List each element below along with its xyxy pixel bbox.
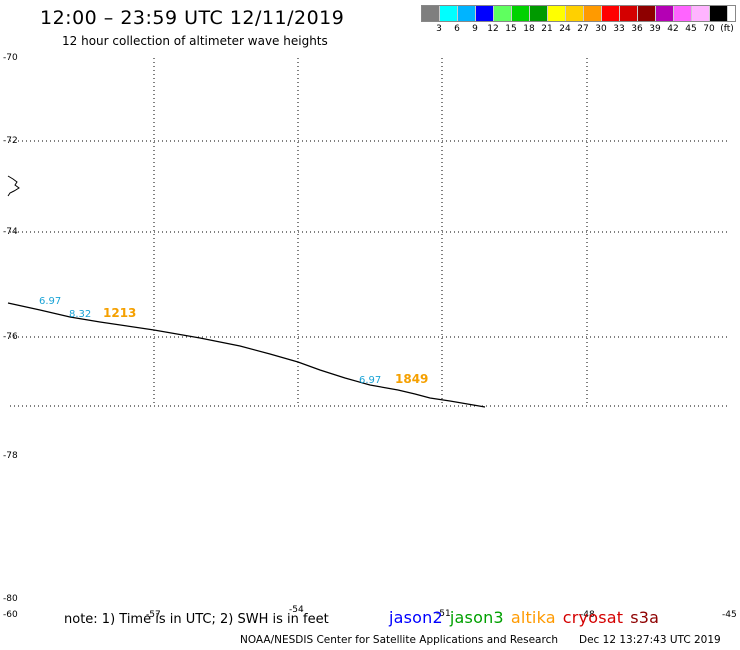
- page-subtitle: 12 hour collection of altimeter wave hei…: [62, 34, 328, 48]
- footer-note: note: 1) Time is in UTC; 2) SWH is in fe…: [64, 612, 329, 627]
- lon-label: -51: [436, 609, 451, 619]
- wave-height-color-scale: 3 6 9 12 15 18 21 24 27 30 33 36 39 42 45 70 (ft): [421, 5, 736, 37]
- scale-label: 18: [523, 24, 535, 34]
- scale-swatch: [674, 6, 692, 21]
- scale-swatch: [566, 6, 584, 21]
- page-title: 12:00 – 23:59 UTC 12/11/2019: [40, 7, 345, 29]
- scale-label: 15: [505, 24, 517, 34]
- scale-label: 6: [454, 24, 460, 34]
- graticule: [10, 58, 730, 407]
- satellite-ground-track: [7, 302, 486, 408]
- scale-swatch: [638, 6, 656, 21]
- lat-label: -80: [3, 594, 18, 604]
- scale-label: 27: [577, 24, 589, 34]
- scale-swatch: [656, 6, 674, 21]
- scale-label: 30: [595, 24, 607, 34]
- lon-label: -45: [722, 610, 737, 620]
- pass-time-label: 1849: [395, 372, 428, 386]
- scale-label: 36: [631, 24, 643, 34]
- coastline: [7, 175, 20, 197]
- lon-label: -60: [3, 610, 18, 620]
- scale-swatch: [512, 6, 530, 21]
- timestamp: Dec 12 13:27:43 UTC 2019: [579, 634, 721, 646]
- scale-label: (ft): [720, 24, 734, 34]
- satellite-legend: jason2 jason3 altika cryosat s3a: [389, 608, 666, 627]
- scale-swatch: [440, 6, 458, 21]
- lat-label: -78: [3, 451, 18, 461]
- scale-label: 42: [667, 24, 679, 34]
- scale-label: 12: [487, 24, 499, 34]
- pass-time-label: 1213: [103, 306, 136, 320]
- scale-swatch: [602, 6, 620, 21]
- lat-label: -76: [3, 332, 18, 342]
- scale-label: 70: [703, 24, 715, 34]
- credit-line: NOAA/NESDIS Center for Satellite Applica…: [240, 634, 558, 646]
- scale-label: 39: [649, 24, 661, 34]
- wave-height-label: 6.97: [359, 375, 381, 386]
- satellite-s3a: s3a: [630, 608, 660, 627]
- scale-swatch: [494, 6, 512, 21]
- scale-labels: 3 6 9 12 15 18 21 24 27 30 33 36 39 42 45 70 (ft): [421, 24, 736, 34]
- scale-swatch: [692, 6, 710, 21]
- scale-swatch: [584, 6, 602, 21]
- satellite-jason3: jason3: [449, 608, 504, 627]
- scale-swatch: [710, 6, 728, 21]
- wave-height-label: 6.97: [39, 296, 61, 307]
- satellite-altika: altika: [510, 608, 556, 627]
- satellite-cryosat: cryosat: [562, 608, 624, 627]
- scale-swatch: [476, 6, 494, 21]
- scale-label: 3: [436, 24, 442, 34]
- wave-height-label: 8.32: [69, 309, 91, 320]
- scale-label: 24: [559, 24, 571, 34]
- scale-swatch: [620, 6, 638, 21]
- lon-label: -54: [289, 605, 304, 615]
- scale-label: 33: [613, 24, 625, 34]
- scale-swatch: [458, 6, 476, 21]
- scale-label: 9: [472, 24, 478, 34]
- scale-swatches: [421, 5, 736, 22]
- lon-label: -48: [580, 610, 595, 620]
- scale-swatch: [548, 6, 566, 21]
- lon-label: -57: [146, 610, 161, 620]
- scale-label: 21: [541, 24, 553, 34]
- lat-label: -72: [3, 136, 18, 146]
- satellite-jason2: jason2: [389, 608, 443, 627]
- lat-label: -74: [3, 227, 18, 237]
- scale-label: 45: [685, 24, 697, 34]
- scale-swatch: [422, 6, 440, 21]
- lat-label: -70: [3, 53, 18, 63]
- scale-swatch: [530, 6, 548, 21]
